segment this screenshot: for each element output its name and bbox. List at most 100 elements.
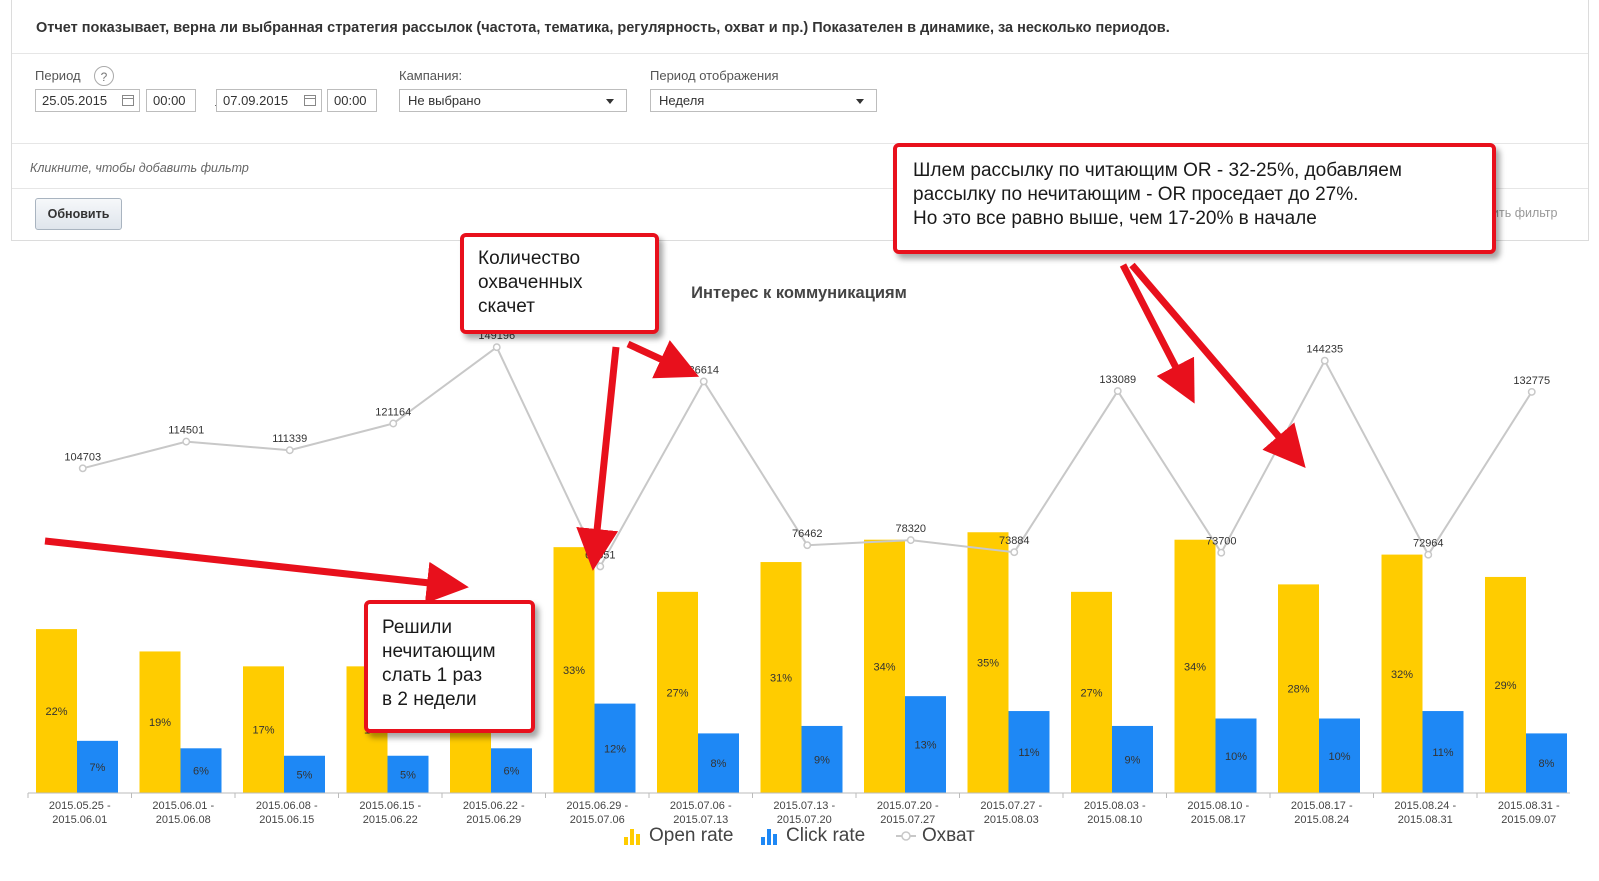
date-from-input[interactable]: 25.05.2015 <box>35 89 140 112</box>
campaign-label: Кампания: <box>399 68 463 83</box>
x-tick-label: 2015.08.10 - <box>1187 800 1249 812</box>
click-rate-bar[interactable] <box>1112 725 1153 793</box>
annotation-text: Решили нечитающим слать 1 раз в 2 недели <box>382 617 496 710</box>
calendar-icon[interactable] <box>304 95 316 106</box>
open-rate-label: 27% <box>1080 687 1102 699</box>
open-rate-bar[interactable] <box>657 591 698 793</box>
x-tick-label: 2015.07.27 - <box>980 800 1042 812</box>
add-filter-link[interactable]: Кликните, чтобы добавить фильтр <box>30 161 249 175</box>
calendar-icon[interactable] <box>122 95 134 106</box>
x-tick-label: 2015.07.06 <box>570 814 625 826</box>
annotation-arrow <box>44 537 469 604</box>
x-tick-label: 2015.08.17 - <box>1291 800 1353 812</box>
click-rate-bar[interactable] <box>387 755 429 793</box>
x-tick-label: 2015.05.25 - <box>49 800 111 812</box>
click-rate-bar[interactable] <box>698 733 739 793</box>
x-tick-label: 2015.06.01 <box>52 814 107 826</box>
click-rate-bar[interactable] <box>284 755 325 793</box>
click-rate-label: 7% <box>90 762 106 774</box>
date-to-input[interactable]: 07.09.2015 <box>216 89 322 112</box>
click-rate-bar[interactable] <box>594 703 636 793</box>
x-tick-label: 2015.08.10 <box>1087 814 1142 826</box>
refresh-button[interactable]: Обновить <box>35 198 122 230</box>
reach-point[interactable] <box>285 446 294 455</box>
reach-point[interactable] <box>1113 387 1122 395</box>
open-rate-bar[interactable] <box>1174 539 1216 793</box>
reach-point[interactable] <box>699 377 708 386</box>
click-rate-bar[interactable] <box>1215 718 1257 794</box>
campaign-select[interactable]: Не выбрано <box>399 89 627 112</box>
x-tick-label: 2015.08.24 - <box>1394 800 1456 812</box>
clear-filter-link[interactable]: ить фильтр <box>1492 206 1558 220</box>
date-from-value: 25.05.2015 <box>42 93 108 108</box>
reach-point[interactable] <box>1320 356 1329 365</box>
x-tick-label: 2015.06.29 <box>466 814 521 826</box>
click-rate-label: 10% <box>1328 751 1350 763</box>
open-rate-label: 32% <box>1391 669 1413 681</box>
reach-value-label: 111339 <box>272 433 307 445</box>
legend-label: Охват <box>922 825 975 846</box>
click-rate-label: 8% <box>1539 758 1555 770</box>
reach-value-label: 144235 <box>1306 344 1343 356</box>
reach-point[interactable] <box>1424 550 1433 559</box>
click-rate-bar[interactable] <box>1008 711 1050 793</box>
click-rate-bar[interactable] <box>801 725 843 793</box>
x-tick-label: 2015.08.31 - <box>1498 800 1560 812</box>
open-rate-bar[interactable] <box>1278 584 1319 793</box>
time-from-input[interactable]: 00:00 <box>146 89 196 112</box>
open-rate-bar[interactable] <box>967 532 1009 793</box>
click-rate-bar[interactable] <box>77 740 118 793</box>
x-tick-label: 2015.08.03 - <box>1084 800 1146 812</box>
reach-point[interactable] <box>182 437 191 446</box>
date-to-value: 07.09.2015 <box>223 93 289 108</box>
x-tick-label: 2015.07.13 <box>673 814 728 826</box>
divider <box>12 143 1588 144</box>
x-tick-label: 2015.07.13 - <box>773 800 835 812</box>
reach-point[interactable] <box>803 541 812 550</box>
open-rate-bar[interactable] <box>760 562 802 793</box>
reach-line-layer: 1047031145011113391211641491966865136614… <box>64 330 1550 571</box>
reach-point[interactable] <box>1010 548 1019 557</box>
legend-reach[interactable]: Охват <box>896 825 975 847</box>
reach-value-label: 132775 <box>1513 375 1550 387</box>
display-period-value: Неделя <box>659 93 705 108</box>
open-rate-bar[interactable] <box>1485 576 1526 793</box>
open-rate-bar[interactable] <box>1381 554 1423 793</box>
click-rate-label: 5% <box>400 769 416 781</box>
reach-point[interactable] <box>906 536 915 545</box>
open-rate-bar[interactable] <box>864 539 905 793</box>
reach-point[interactable] <box>596 562 605 571</box>
click-rate-bar[interactable] <box>1526 733 1567 793</box>
reach-point[interactable] <box>492 343 501 352</box>
open-rate-bar[interactable] <box>139 651 181 793</box>
divider <box>12 188 1588 189</box>
click-rate-bar[interactable] <box>1319 718 1360 794</box>
bar-chart-icon <box>760 826 780 846</box>
reach-value-label: 76462 <box>792 528 823 540</box>
help-icon[interactable]: ? <box>94 66 114 86</box>
display-period-select[interactable]: Неделя <box>650 89 877 112</box>
reach-point[interactable] <box>1217 548 1226 557</box>
annotation-arrow <box>576 346 620 571</box>
x-tick-label: 2015.07.20 <box>777 814 832 826</box>
open-rate-bar[interactable] <box>36 629 77 793</box>
x-tick-label: 2015.08.17 <box>1191 814 1246 826</box>
click-rate-label: 10% <box>1225 751 1247 763</box>
legend-click-rate[interactable]: Click rate <box>760 825 865 847</box>
legend-open-rate[interactable]: Open rate <box>623 825 734 847</box>
reach-point[interactable] <box>1527 387 1536 396</box>
time-to-input[interactable]: 00:00 <box>327 89 377 112</box>
open-rate-bar[interactable] <box>243 666 284 793</box>
x-tick-label: 2015.06.08 - <box>256 800 318 812</box>
click-rate-bar[interactable] <box>1422 711 1464 793</box>
open-rate-bar[interactable] <box>1071 591 1112 793</box>
reach-point[interactable] <box>389 419 398 428</box>
open-rate-bar[interactable] <box>553 547 595 793</box>
reach-point[interactable] <box>78 464 87 473</box>
reach-value-label: 68651 <box>585 549 616 561</box>
click-rate-bar[interactable] <box>491 748 532 793</box>
open-rate-label: 35% <box>977 658 999 670</box>
x-axis-labels: 2015.05.25 - 2015.06.01 2015.06.01 - 2015.0… <box>27 793 1560 826</box>
click-rate-bar[interactable] <box>180 748 222 793</box>
click-rate-bar[interactable] <box>905 696 946 793</box>
